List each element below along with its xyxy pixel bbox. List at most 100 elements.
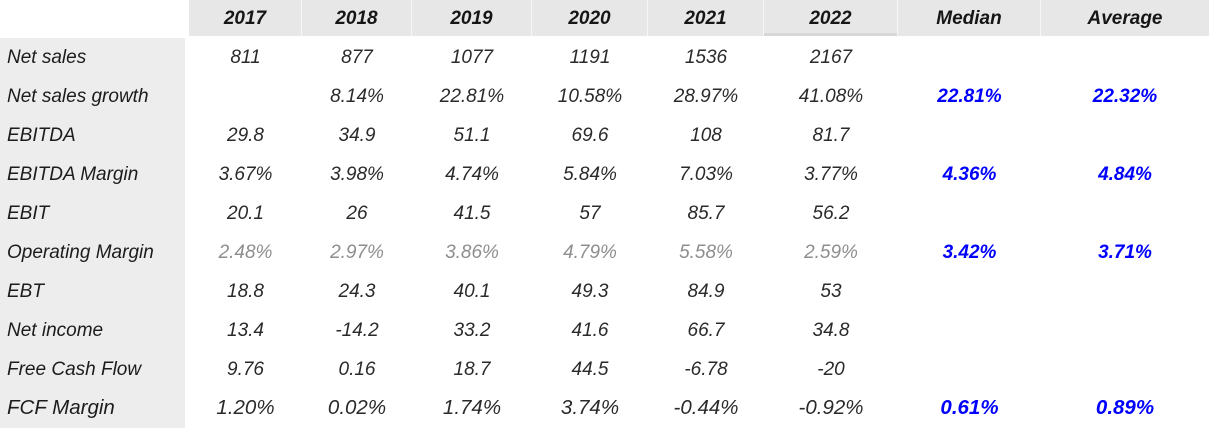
value-cell[interactable]: 18.7 [453,359,491,380]
value-cell[interactable]: -20 [817,359,845,380]
column-header-median[interactable]: Median [898,0,1041,38]
median-cell[interactable] [898,272,1041,311]
column-header-2021[interactable]: 2021 [648,0,764,38]
value-cell[interactable]: 9.76 [227,359,264,380]
value-cell[interactable]: 40.1 [453,281,491,302]
value-cell[interactable]: 57 [579,203,601,224]
row-label[interactable]: EBIT [0,194,189,233]
value-cell[interactable]: 41.6 [571,320,609,341]
value-cell[interactable]: 85.7 [687,203,725,224]
value-cell[interactable]: 44.5 [571,359,609,380]
value-cell[interactable]: 69.6 [571,125,609,146]
value-cell[interactable]: 56.2 [812,203,850,224]
value-cell[interactable]: 0.16 [338,359,376,380]
value-cell[interactable]: 5.84% [563,164,617,185]
row-label[interactable]: Operating Margin [0,233,189,272]
value-cell[interactable]: 1.20% [216,396,275,420]
value-cell[interactable]: 811 [230,47,261,68]
column-header-2022[interactable]: 2022 [764,0,898,38]
value-cell[interactable]: 10.58% [557,86,623,107]
value-cell[interactable]: 2.59% [804,242,858,263]
average-cell[interactable]: 3.71% [1098,242,1152,263]
value-cell[interactable]: 29.8 [227,125,264,146]
value-cell[interactable]: 18.8 [227,281,264,302]
value-cell[interactable]: 7.03% [679,164,733,185]
row-label[interactable]: FCF Margin [0,389,189,428]
median-cell[interactable] [898,311,1041,350]
value-cell[interactable]: 33.2 [453,320,491,341]
column-header-2018[interactable]: 2018 [302,0,412,38]
median-cell[interactable] [898,116,1041,155]
column-header-2017[interactable]: 2017 [189,0,302,38]
value-cell[interactable]: 3.98% [330,164,384,185]
row-label[interactable]: EBITDA Margin [0,155,189,194]
average-cell[interactable] [1041,116,1209,155]
value-cell[interactable]: 22.81% [439,86,505,107]
median-cell[interactable]: 0.61% [940,396,999,420]
table-row: EBITDA Margin 3.67% 3.98% 4.74% 5.84% 7.03% 3.… [0,155,1209,194]
value-cell[interactable]: 20.1 [227,203,264,224]
row-label[interactable]: EBT [0,272,189,311]
value-cell[interactable]: 108 [690,125,722,146]
median-cell[interactable]: 3.42% [942,242,997,263]
row-label[interactable]: Free Cash Flow [0,350,189,389]
value-cell[interactable]: 24.3 [338,281,376,302]
value-cell[interactable]: 2.97% [330,242,384,263]
value-cell[interactable]: 41.08% [798,86,864,107]
value-cell[interactable]: -0.44% [673,396,739,420]
average-cell[interactable] [1041,38,1209,77]
value-cell[interactable]: 3.74% [560,396,620,420]
value-cell[interactable]: 13.4 [227,320,264,341]
value-cell[interactable]: 877 [341,47,373,68]
value-cell[interactable]: 51.1 [453,125,491,146]
value-cell[interactable]: -0.92% [798,396,864,420]
value-cell[interactable]: 26 [346,203,368,224]
value-cell[interactable] [189,77,302,116]
average-cell[interactable] [1041,272,1209,311]
average-cell[interactable] [1041,194,1209,233]
value-cell[interactable]: 53 [820,281,842,302]
value-cell[interactable]: 41.5 [453,203,491,224]
median-cell[interactable] [898,38,1041,77]
average-cell[interactable]: 0.89% [1095,396,1155,420]
value-cell[interactable]: 0.02% [327,396,387,420]
value-cell[interactable]: 28.97% [673,86,739,107]
value-cell[interactable]: 3.67% [218,164,273,185]
average-cell[interactable]: 4.84% [1098,164,1152,185]
table-row: EBT 18.8 24.3 40.1 49.3 84.9 53 [0,272,1209,311]
value-cell[interactable]: 5.58% [679,242,733,263]
column-header-2020[interactable]: 2020 [532,0,648,38]
value-cell[interactable]: 4.79% [563,242,617,263]
value-cell[interactable]: 2.48% [218,242,273,263]
row-label[interactable]: Net sales [0,38,189,77]
value-cell[interactable]: 34.8 [812,320,850,341]
value-cell[interactable]: -14.2 [335,320,379,341]
value-cell[interactable]: 1077 [450,47,494,68]
row-label[interactable]: Net income [0,311,189,350]
value-cell[interactable]: 3.77% [804,164,858,185]
value-cell[interactable]: 2167 [809,47,853,68]
average-cell[interactable] [1041,311,1209,350]
row-label[interactable]: Net sales growth [0,77,189,116]
column-header-average[interactable]: Average [1041,0,1209,38]
value-cell[interactable]: -6.78 [684,359,728,380]
value-cell[interactable]: 66.7 [687,320,725,341]
value-cell[interactable]: 8.14% [330,86,384,107]
value-cell[interactable]: 49.3 [571,281,609,302]
value-cell[interactable]: 1191 [569,47,611,68]
value-cell[interactable]: 1536 [684,47,728,68]
value-cell[interactable]: 1.74% [442,396,502,420]
row-label[interactable]: EBITDA [0,116,189,155]
column-header-2019[interactable]: 2019 [412,0,532,38]
value-cell[interactable]: 81.7 [812,125,850,146]
average-cell[interactable] [1041,350,1209,389]
value-cell[interactable]: 34.9 [338,125,376,146]
median-cell[interactable]: 4.36% [942,164,997,185]
value-cell[interactable]: 4.74% [445,164,499,185]
median-cell[interactable] [898,194,1041,233]
median-cell[interactable] [898,350,1041,389]
value-cell[interactable]: 84.9 [687,281,725,302]
average-cell[interactable]: 22.32% [1092,86,1158,107]
median-cell[interactable]: 22.81% [937,86,1002,107]
value-cell[interactable]: 3.86% [445,242,499,263]
